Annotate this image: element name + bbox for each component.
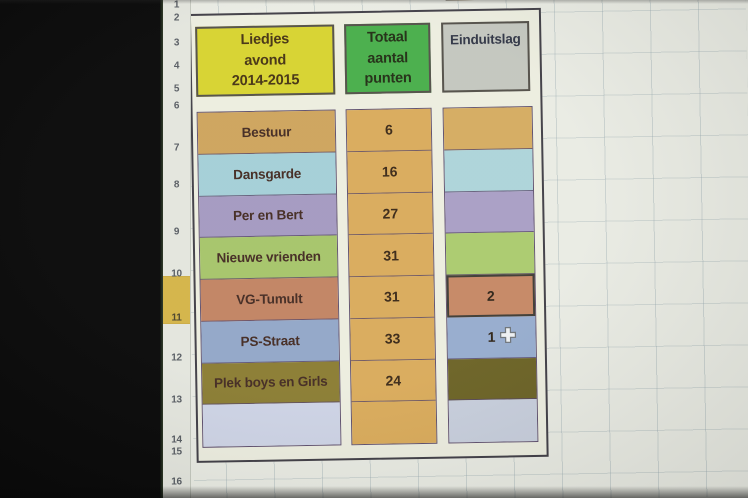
row-number-9[interactable]: 9: [173, 226, 180, 238]
header-line: aantal: [367, 49, 409, 67]
points-cell[interactable]: 31: [349, 275, 435, 319]
spreadsheet-area: Liedjes avond 2014-2015 Totaal aantal pu…: [163, 0, 748, 498]
points-cell-empty[interactable]: [351, 400, 437, 445]
row-number-16[interactable]: 16: [171, 476, 182, 488]
team-name-cell[interactable]: Per en Bert: [199, 193, 337, 239]
row-number-13[interactable]: 13: [171, 394, 182, 406]
header-line: punten: [364, 69, 412, 87]
row-number-4[interactable]: 4: [173, 60, 180, 72]
points-cell[interactable]: 27: [348, 192, 433, 236]
row-number-1[interactable]: 1: [173, 0, 180, 11]
score-table: Liedjes avond 2014-2015 Totaal aantal pu…: [188, 7, 549, 463]
selected-result-cell[interactable]: 2: [446, 273, 536, 318]
result-cell[interactable]: [444, 148, 534, 193]
points-cell[interactable]: 33: [350, 317, 435, 361]
header-line: avond: [244, 51, 287, 69]
header-line: Totaal: [366, 29, 408, 47]
team-name-cell[interactable]: Nieuwe vrienden: [199, 235, 338, 280]
row-number-8[interactable]: 8: [173, 179, 180, 191]
result-cell-empty[interactable]: [448, 399, 538, 443]
team-name-cell-empty[interactable]: [202, 402, 341, 447]
team-name-cell[interactable]: VG-Tumult: [200, 277, 339, 322]
row-number-3[interactable]: 3: [173, 37, 180, 49]
header-line: Liedjes: [240, 31, 290, 49]
points-cell[interactable]: 24: [350, 359, 436, 403]
result-cell[interactable]: [445, 190, 534, 234]
header-line: 2014-2015: [231, 71, 300, 89]
row-number-11[interactable]: 11: [171, 312, 182, 324]
row-number-7[interactable]: 7: [173, 142, 180, 154]
points-cell[interactable]: 16: [347, 150, 433, 194]
row-number-12[interactable]: 12: [171, 352, 182, 364]
header-cell-einduitslag[interactable]: Einduitslag: [441, 21, 531, 93]
row-number-15[interactable]: 15: [171, 446, 182, 458]
result-cell[interactable]: [443, 107, 533, 151]
projector-black-bar: [0, 0, 163, 498]
header-cell-totaal-punten[interactable]: Totaal aantal punten: [344, 22, 432, 95]
team-name-cell[interactable]: Plek boys en Girls: [201, 360, 340, 406]
excel-cell-cursor-icon: [499, 326, 517, 343]
result-column: 2 1: [442, 105, 539, 444]
team-name-cell[interactable]: Bestuur: [197, 110, 336, 155]
header-line: Einduitslag: [449, 31, 521, 48]
points-cell[interactable]: 6: [346, 108, 432, 152]
points-cell[interactable]: 31: [348, 234, 434, 278]
team-name-cell[interactable]: PS-Straat: [201, 319, 339, 364]
row-header-gutter: 1 2 3 4 5 6 7 8 9 10 11 12 13 14 15 16: [163, 0, 191, 498]
row-number-5[interactable]: 5: [173, 83, 180, 95]
result-cell[interactable]: [447, 357, 537, 401]
sheet-grid: Liedjes avond 2014-2015 Totaal aantal pu…: [185, 0, 748, 498]
team-name-column: Bestuur Dansgarde Per en Bert Nieuwe vri…: [196, 109, 342, 448]
points-column: 6 16 27 31 31 33 24: [345, 107, 438, 446]
header-cell-liedjes[interactable]: Liedjes avond 2014-2015: [195, 24, 336, 97]
row-number-6[interactable]: 6: [173, 100, 180, 112]
row-number-10[interactable]: 10: [171, 268, 182, 280]
result-cell[interactable]: [445, 232, 535, 276]
team-name-cell[interactable]: Dansgarde: [198, 152, 337, 197]
row-number-14[interactable]: 14: [171, 434, 182, 446]
result-cell[interactable]: 1: [447, 315, 536, 360]
row-number-2[interactable]: 2: [173, 12, 180, 24]
